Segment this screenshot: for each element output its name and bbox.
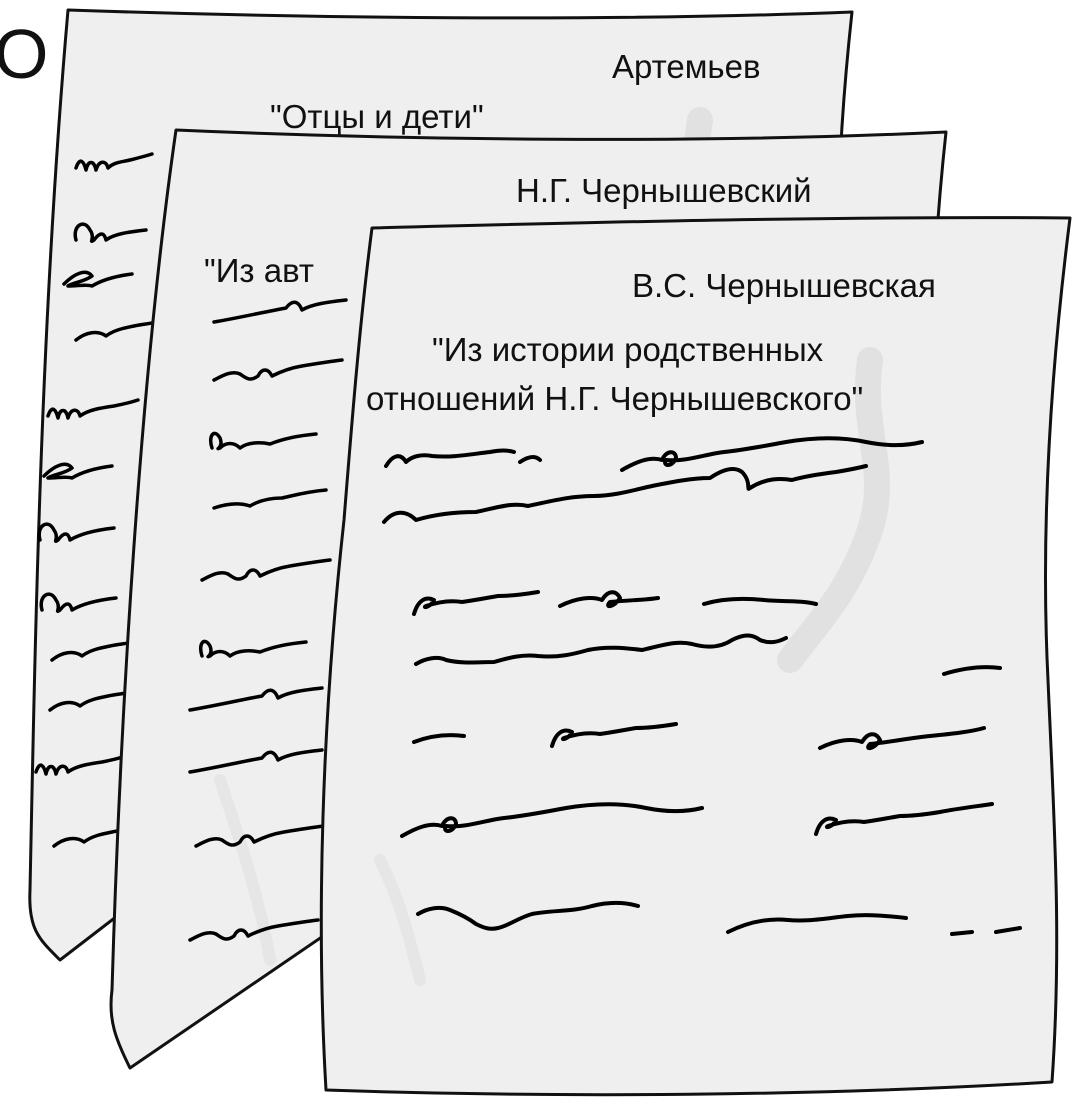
handwriting-line: [212, 488, 328, 510]
handwriting-line: [74, 152, 154, 172]
handwriting-line: [208, 431, 318, 451]
handwriting-line: [412, 722, 986, 751]
handwriting-line: [73, 222, 148, 243]
page-front-shade: [777, 347, 890, 673]
handwriting-line: [212, 298, 348, 324]
edge-fragment-text: О: [0, 15, 48, 93]
page-middle-shade: [214, 774, 276, 966]
handwriting-line: [34, 754, 128, 776]
handwriting-line: [188, 686, 324, 712]
handwriting-line: [39, 592, 118, 613]
handwriting-line: [46, 398, 140, 420]
page-middle-title: "Из авт: [204, 252, 314, 289]
handwriting-line: [414, 633, 1002, 676]
page-back-title: "Отцы и дети": [270, 98, 484, 135]
handwriting-line: [74, 320, 158, 342]
handwriting-line: [188, 748, 324, 774]
page-back-handwriting: [34, 152, 158, 848]
handwriting-line: [200, 558, 332, 582]
handwriting-line: [62, 270, 134, 288]
page-middle-author: Н.Г. Чернышевский: [516, 172, 812, 209]
page-front-author: В.С. Чернышевская: [632, 267, 936, 304]
handwriting-line: [188, 918, 320, 942]
page-front-handwriting: [382, 436, 1022, 936]
handwriting-line: [382, 464, 868, 524]
handwriting-line: [416, 901, 1022, 936]
handwriting-line: [412, 590, 818, 616]
handwriting-line: [48, 690, 132, 712]
handwriting-line: [400, 802, 994, 838]
handwriting-line: [42, 462, 114, 480]
handwriting-line: [212, 358, 344, 382]
handwriting-line: [37, 522, 116, 543]
page-middle-handwriting: [188, 298, 348, 942]
page-back-author: Артемьев: [612, 48, 761, 85]
handwriting-line: [198, 639, 308, 659]
handwriting-line: [50, 640, 134, 662]
page-front-shade-lower: [374, 854, 426, 986]
page-front: В.С. Чернышевская "Из истории родственны…: [319, 216, 1072, 1097]
handwriting-line: [194, 824, 326, 848]
handwriting-line: [384, 436, 924, 472]
page-front-title-line1: "Из истории родственных: [432, 331, 824, 368]
page-front-title-line2: отношений Н.Г. Чернышевского": [366, 380, 863, 417]
